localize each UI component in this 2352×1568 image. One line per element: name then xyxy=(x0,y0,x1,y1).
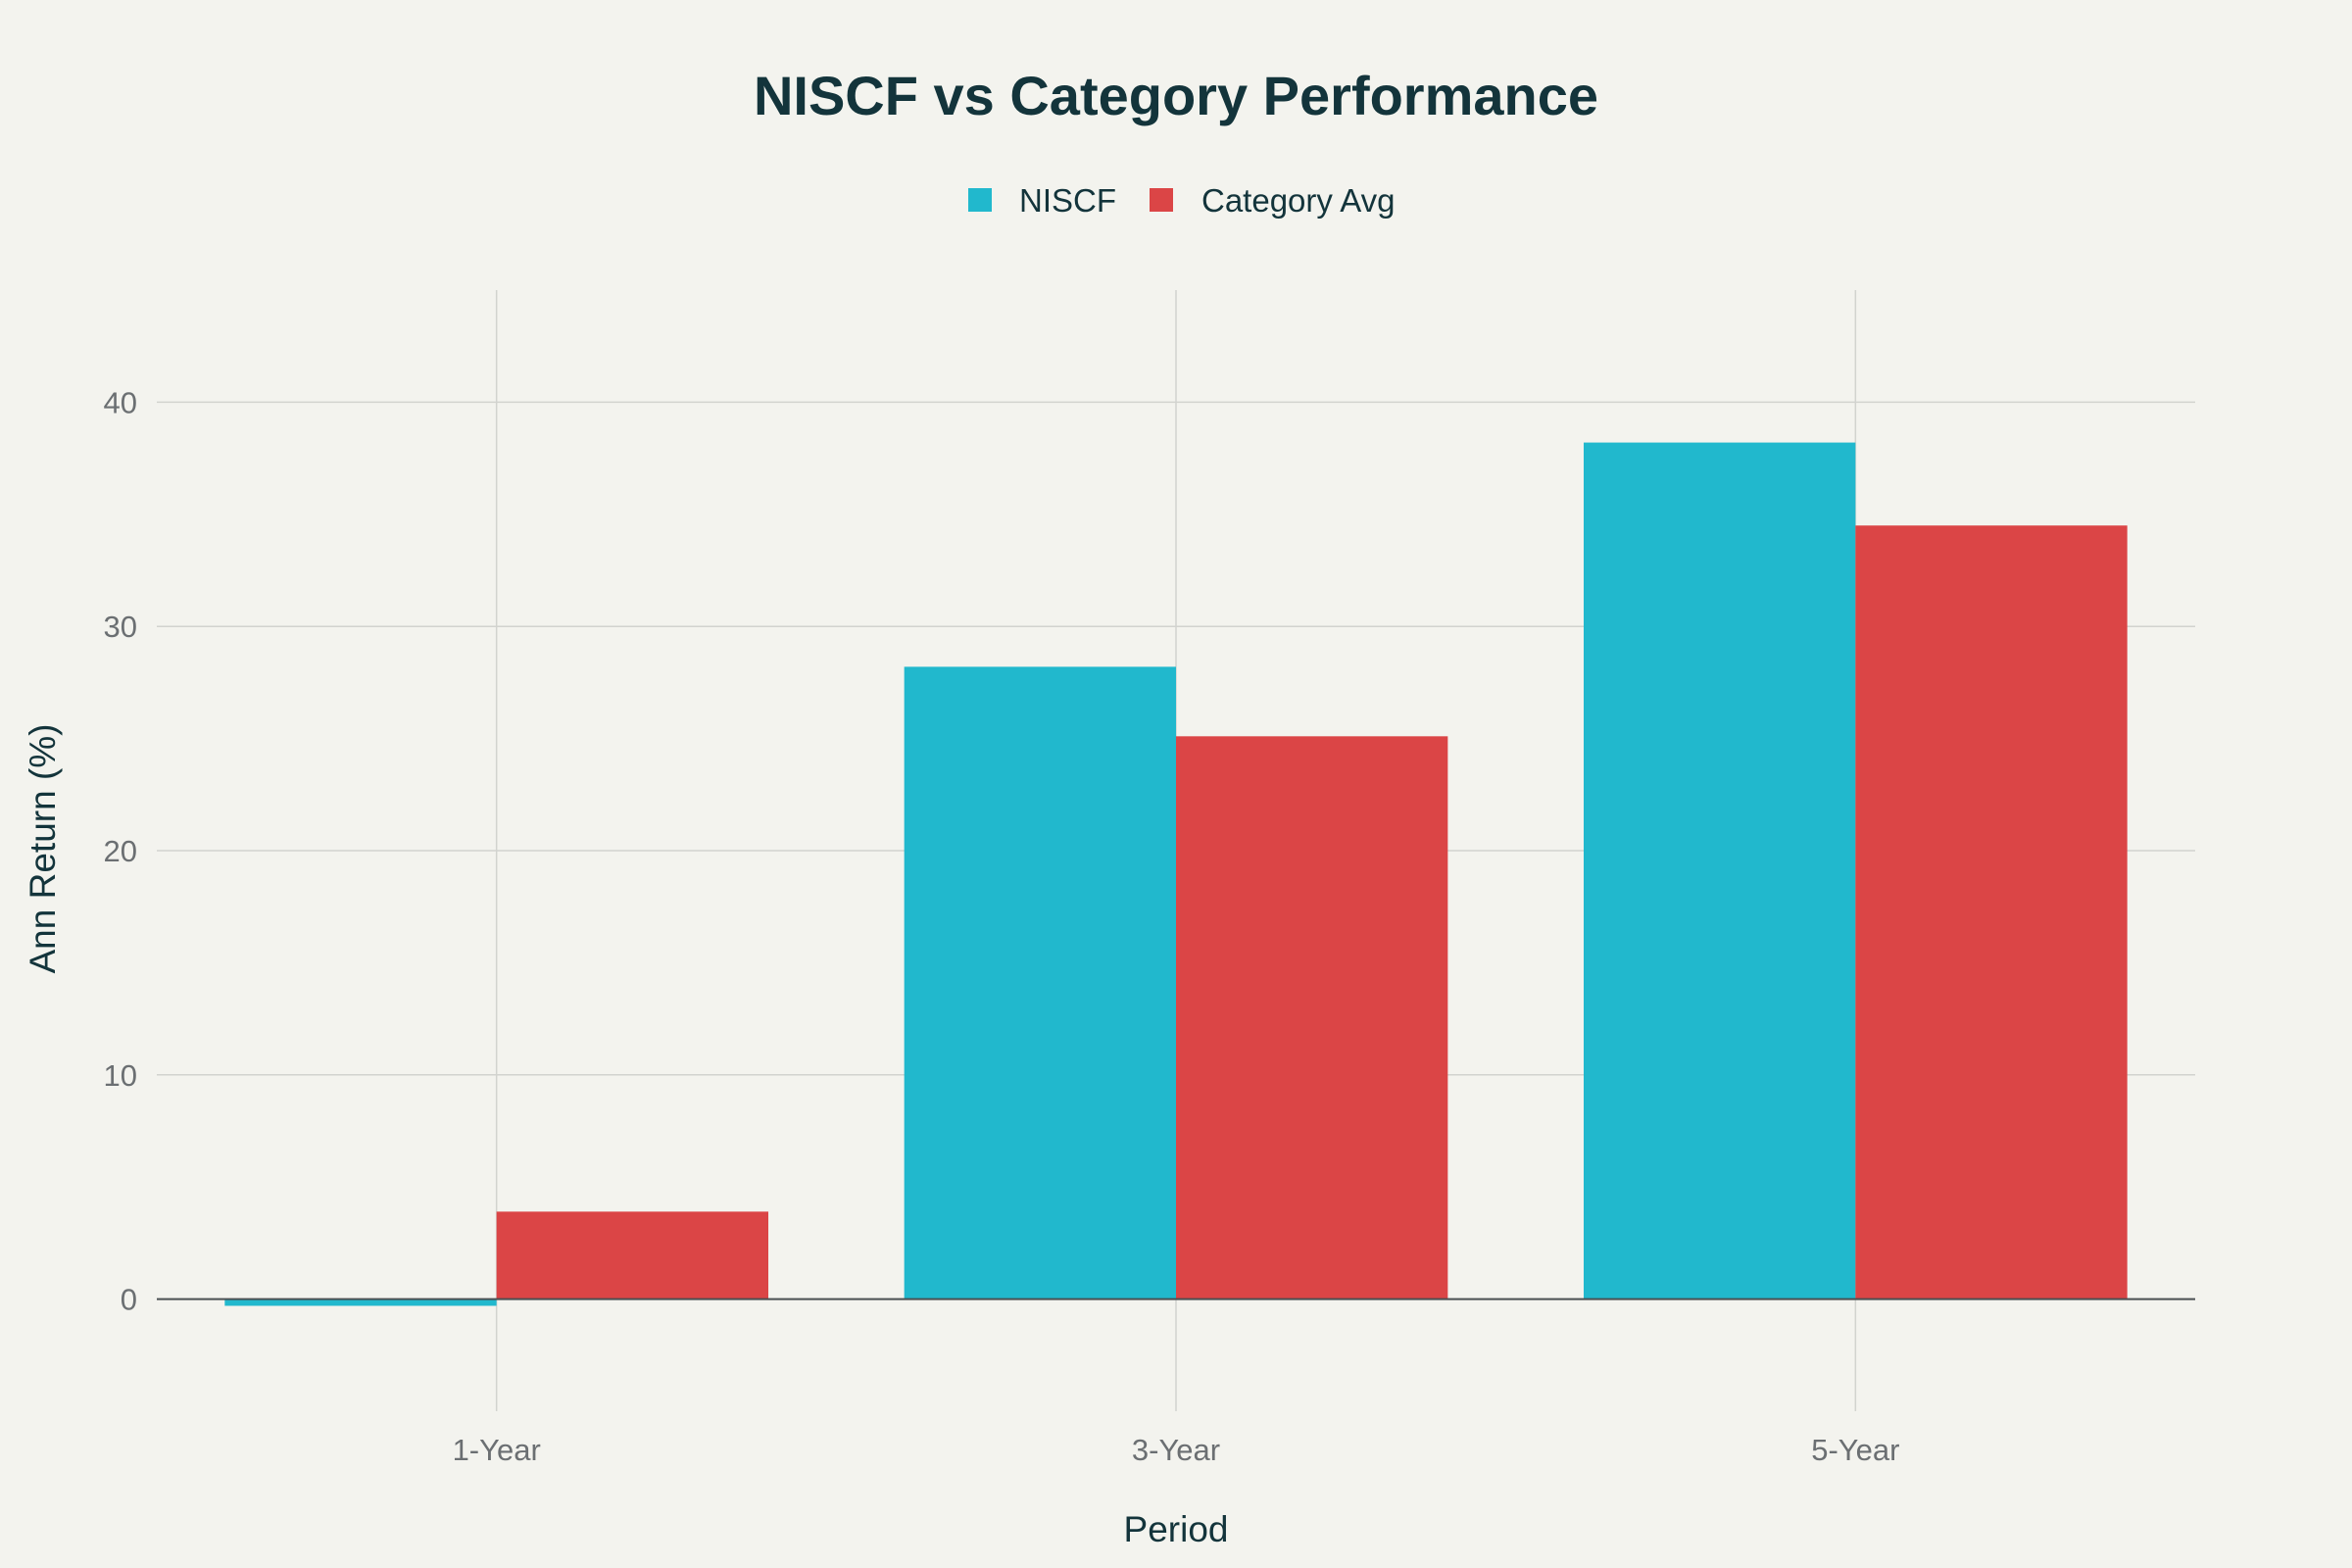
legend-label: NISCF xyxy=(1019,182,1116,219)
legend-swatch xyxy=(968,188,992,212)
x-tick-label: 1-Year xyxy=(453,1433,541,1467)
bar-category-avg-5-year[interactable] xyxy=(1855,525,2128,1299)
legend-item-category-avg[interactable]: Category Avg xyxy=(1150,182,1396,219)
bar-category-avg-3-year[interactable] xyxy=(1176,736,1448,1299)
bar-niscf-3-year[interactable] xyxy=(904,666,1176,1299)
bar-category-avg-1-year[interactable] xyxy=(496,1211,768,1299)
bar-niscf-1-year[interactable] xyxy=(224,1298,497,1306)
x-tick-label: 3-Year xyxy=(1132,1433,1220,1467)
x-axis-title: Period xyxy=(1124,1509,1229,1549)
y-tick-label: 0 xyxy=(121,1283,137,1317)
bar-niscf-5-year[interactable] xyxy=(1584,442,1856,1299)
chart-title: NISCF vs Category Performance xyxy=(754,65,1598,126)
y-tick-label: 30 xyxy=(104,610,137,644)
axis-layer: 0 10 20 30 40 1-Year 3-Year 5-Year xyxy=(104,385,2195,1467)
x-tick-label: 5-Year xyxy=(1811,1433,1899,1467)
legend-swatch xyxy=(1150,188,1173,212)
legend-label: Category Avg xyxy=(1201,182,1396,219)
legend: NISCF Category Avg xyxy=(968,182,1396,219)
y-tick-label: 40 xyxy=(104,385,137,419)
legend-item-niscf[interactable]: NISCF xyxy=(968,182,1116,219)
y-tick-label: 10 xyxy=(104,1058,137,1093)
bars-layer xyxy=(224,442,2128,1306)
y-axis-title: Ann Return (%) xyxy=(23,724,63,974)
y-tick-label: 20 xyxy=(104,834,137,868)
